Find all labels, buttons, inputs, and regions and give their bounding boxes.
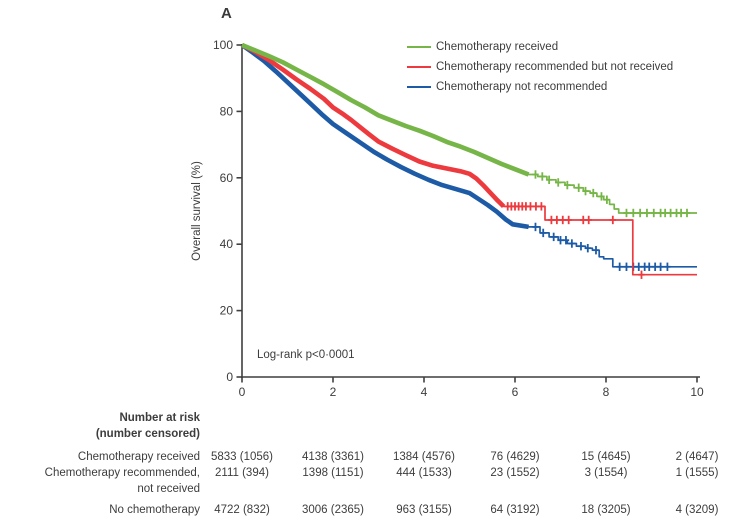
risk-value: 4138 (3361) xyxy=(301,451,365,463)
y-tick-label: 40 xyxy=(220,237,234,251)
risk-row-label: Chemotherapy recommended, xyxy=(44,467,200,479)
censor-marks-chemotherapy-recommended-but-not-received xyxy=(504,202,645,279)
legend-line-swatch xyxy=(407,85,431,89)
legend: Chemotherapy received Chemotherapy recomm… xyxy=(407,37,673,97)
curve-dense-censoring-chemotherapy-received xyxy=(241,42,530,177)
panel-label: A xyxy=(221,5,232,22)
risk-value: 2 (4647) xyxy=(675,451,719,463)
legend-item-chemotherapy-not-recommended: Chemotherapy not recommended xyxy=(407,77,673,97)
risk-table-header: Number at risk xyxy=(119,412,200,424)
logrank-annotation: Log-rank p<0·0001 xyxy=(257,349,355,361)
risk-table-header-censored: (number censored) xyxy=(95,428,200,440)
censor-marks-chemotherapy-not-recommended xyxy=(532,222,671,271)
risk-row-label: not received xyxy=(137,483,200,495)
series-chemotherapy-received xyxy=(241,42,697,218)
risk-value: 15 (4645) xyxy=(581,451,631,463)
y-tick-label: 0 xyxy=(226,370,233,384)
y-axis-label: Overall survival (%) xyxy=(191,161,203,261)
x-tick-label: 2 xyxy=(330,385,337,399)
risk-value: 1 (1555) xyxy=(675,467,719,479)
legend-line-swatch xyxy=(407,65,431,69)
x-tick-label: 0 xyxy=(239,385,246,399)
legend-item-chemotherapy-received: Chemotherapy received xyxy=(407,37,673,57)
risk-value: 4722 (832) xyxy=(214,504,270,516)
risk-value: 5833 (1056) xyxy=(210,451,274,463)
x-tick-label: 4 xyxy=(421,385,428,399)
risk-row-label: No chemotherapy xyxy=(109,504,200,516)
y-tick-label: 20 xyxy=(220,304,234,318)
curve-dense-censoring-chemotherapy-not-recommended xyxy=(240,43,529,230)
y-tick-label: 100 xyxy=(213,38,233,52)
curve-dense-censoring-chemotherapy-recommended-but-not-received xyxy=(240,42,506,209)
risk-value: 1384 (4576) xyxy=(392,451,456,463)
survival-plot: 0 20 40 60 80 100 0 2 4 6 8 10 xyxy=(213,38,704,399)
risk-value: 23 (1552) xyxy=(490,467,540,479)
series-chemotherapy-recommended-but-not-received xyxy=(240,42,697,279)
legend-label: Chemotherapy not recommended xyxy=(436,81,608,93)
risk-value: 3 (1554) xyxy=(584,467,628,479)
risk-value: 963 (3155) xyxy=(396,504,452,516)
y-tick-label: 80 xyxy=(220,104,234,118)
censor-marks-chemotherapy-received xyxy=(532,170,691,218)
risk-value: 76 (4629) xyxy=(490,451,540,463)
risk-value: 64 (3192) xyxy=(490,504,540,516)
series-chemotherapy-not-recommended xyxy=(240,43,697,271)
risk-value: 4 (3209) xyxy=(675,504,719,516)
risk-value: 18 (3205) xyxy=(581,504,631,516)
risk-value: 3006 (2365) xyxy=(301,504,365,516)
legend-line-swatch xyxy=(407,45,431,49)
risk-row-label: Chemotherapy received xyxy=(77,451,200,463)
x-tick-label: 10 xyxy=(690,385,704,399)
risk-value: 2111 (394) xyxy=(215,467,269,479)
x-tick-label: 8 xyxy=(603,385,610,399)
x-tick-label: 6 xyxy=(512,385,519,399)
legend-label: Chemotherapy recommended but not receive… xyxy=(436,61,674,73)
y-tick-label: 60 xyxy=(220,171,234,185)
legend-item-chemotherapy-recommended-but-not-received: Chemotherapy recommended but not receive… xyxy=(407,57,673,77)
legend-label: Chemotherapy received xyxy=(436,41,559,53)
risk-value: 1398 (1151) xyxy=(302,467,364,479)
risk-value: 444 (1533) xyxy=(396,467,452,479)
